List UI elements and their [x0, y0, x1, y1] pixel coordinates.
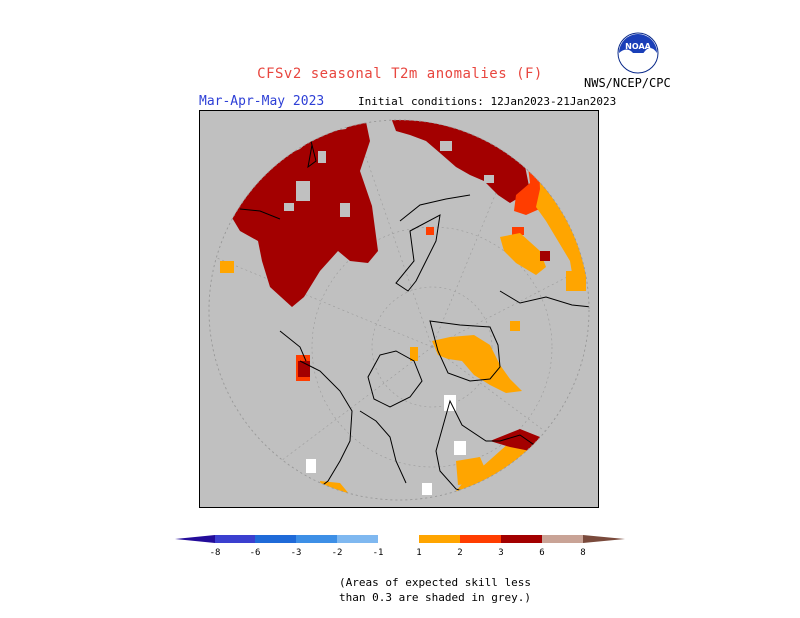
- cb-bin-2: [255, 535, 296, 543]
- cb-tick: -2: [332, 548, 343, 558]
- skill-note: (Areas of expected skill less than 0.3 a…: [0, 575, 800, 605]
- noaa-logo: NOAA: [617, 32, 659, 78]
- noaa-logo-text: NOAA: [625, 42, 651, 51]
- cb-bin-8: [501, 535, 542, 543]
- grey-holes-eurasia: [440, 141, 494, 183]
- colorbar: -8 -6 -3 -2 -1 1 2 3 6 8: [175, 533, 627, 563]
- page-title: CFSv2 seasonal T2m anomalies (F): [257, 66, 543, 82]
- cb-arrow-low: [175, 535, 215, 543]
- cb-bin-6: [419, 535, 460, 543]
- agency-label: NWS/NCEP/CPC: [584, 76, 671, 90]
- cb-tick: -1: [373, 548, 384, 558]
- cb-tick: 8: [580, 548, 585, 558]
- cb-bin-4: [337, 535, 378, 543]
- cb-tick: -8: [210, 548, 221, 558]
- cb-tick: 1: [416, 548, 421, 558]
- cb-tick: 6: [539, 548, 544, 558]
- cb-tick: -6: [250, 548, 261, 558]
- cb-bin-5: [378, 535, 419, 543]
- skill-note-line2: than 0.3 are shaded in grey.): [338, 591, 532, 604]
- polar-map: [199, 110, 599, 508]
- cb-tick: 3: [498, 548, 503, 558]
- cb-arrow-high: [583, 535, 625, 543]
- cb-tick: -3: [291, 548, 302, 558]
- skill-note-line1: (Areas of expected skill less: [338, 576, 532, 589]
- season-label: Mar-Apr-May 2023: [199, 94, 325, 109]
- cb-bin-1: [215, 535, 255, 543]
- cb-bin-3: [296, 535, 337, 543]
- cb-tick: 2: [457, 548, 462, 558]
- cb-bin-7: [460, 535, 501, 543]
- initial-conditions-label: Initial conditions: 12Jan2023-21Jan2023: [358, 95, 617, 108]
- grey-holes-na: [284, 151, 350, 217]
- cb-bin-9: [542, 535, 583, 543]
